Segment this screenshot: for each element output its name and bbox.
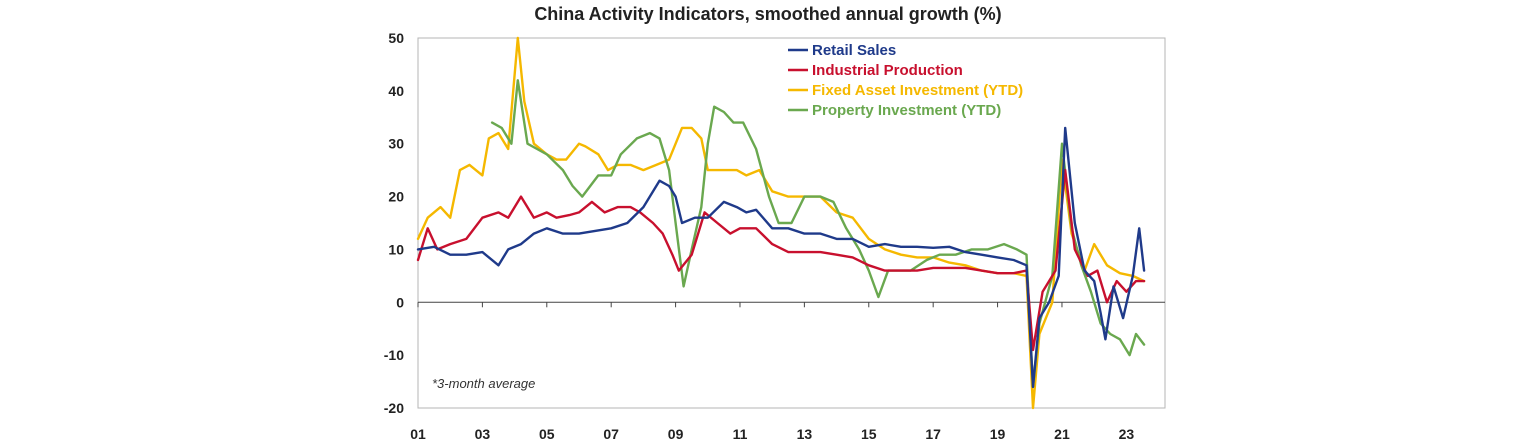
y-tick-label: 50 — [388, 30, 404, 46]
series-line-retail-sales — [416, 126, 1146, 389]
x-tick-label: 21 — [1054, 426, 1070, 442]
x-tick-label: 01 — [410, 426, 426, 442]
x-tick-label: 09 — [668, 426, 684, 442]
legend-label: Retail Sales — [812, 42, 896, 59]
y-tick-labels: 50 40 30 20 10 0 -10 -20 — [384, 30, 404, 416]
y-tick-label: -10 — [384, 347, 404, 363]
y-tick-label: 30 — [388, 136, 404, 152]
x-tick-label: 07 — [603, 426, 619, 442]
x-tick-label: 03 — [475, 426, 491, 442]
x-tick-label: 23 — [1119, 426, 1135, 442]
y-tick-label: 10 — [388, 241, 404, 257]
chart-title: China Activity Indicators, smoothed annu… — [534, 4, 1001, 24]
legend-label: Fixed Asset Investment (YTD) — [812, 82, 1023, 99]
x-tick-label: 11 — [733, 426, 748, 442]
x-tick-label: 13 — [797, 426, 813, 442]
y-tick-label: -20 — [384, 400, 404, 416]
legend-label: Industrial Production — [812, 62, 963, 79]
x-tick-label: 17 — [925, 426, 941, 442]
legend: Retail Sales Industrial Production Fixed A… — [788, 42, 1023, 119]
y-tick-label: 0 — [396, 294, 404, 310]
footnote: *3-month average — [432, 376, 535, 391]
legend-label: Property Investment (YTD) — [812, 102, 1001, 119]
x-tick-label: 19 — [990, 426, 1006, 442]
y-tick-label: 20 — [388, 189, 404, 205]
y-tick-label: 40 — [388, 83, 404, 99]
series-group — [416, 36, 1146, 410]
x-tick-label: 05 — [539, 426, 555, 442]
x-tick-label: 15 — [861, 426, 877, 442]
x-tick-labels: 01 03 05 07 09 11 13 15 17 19 21 23 — [410, 302, 1134, 442]
plot-area-frame — [417, 37, 1166, 409]
series-line-industrial-production — [416, 168, 1146, 352]
